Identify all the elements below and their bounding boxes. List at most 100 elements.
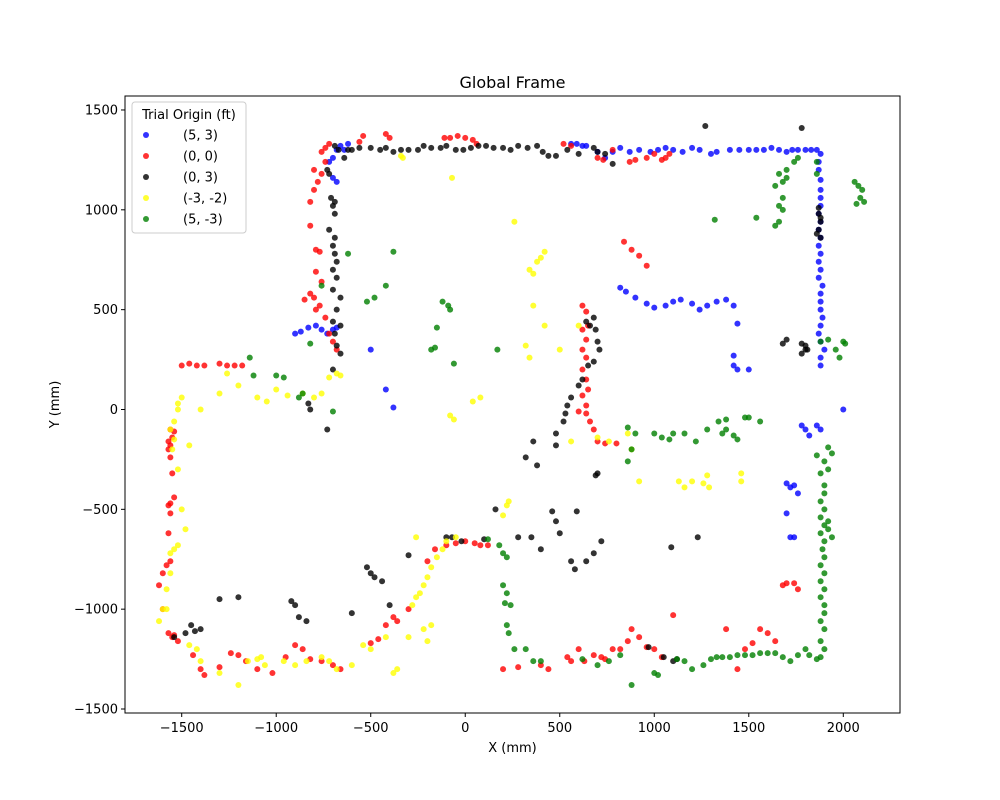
point-s4-98 bbox=[779, 194, 786, 201]
point-s1-93 bbox=[560, 140, 567, 147]
point-s3-100 bbox=[700, 480, 707, 487]
point-s3-78 bbox=[530, 302, 537, 309]
point-s0-64 bbox=[815, 258, 822, 265]
point-s0-92 bbox=[734, 320, 741, 327]
point-s1-37 bbox=[254, 666, 261, 673]
point-s3-3 bbox=[171, 418, 178, 425]
point-s3-93 bbox=[605, 438, 612, 445]
point-s2-62 bbox=[779, 340, 786, 347]
point-s4-81 bbox=[821, 506, 828, 513]
point-s4-20 bbox=[450, 360, 457, 367]
legend-marker-2 bbox=[143, 174, 149, 180]
point-s4-34 bbox=[530, 658, 537, 665]
point-s1-32 bbox=[201, 672, 208, 679]
point-s4-97 bbox=[776, 202, 783, 209]
point-s1-23 bbox=[159, 570, 166, 577]
x-axis-label: X (mm) bbox=[488, 741, 537, 756]
point-s4-133 bbox=[730, 432, 737, 439]
point-s1-132 bbox=[617, 646, 624, 653]
point-s1-110 bbox=[579, 346, 586, 353]
point-s4-87 bbox=[821, 458, 828, 465]
point-s3-36 bbox=[216, 670, 223, 677]
point-s4-25 bbox=[503, 554, 510, 561]
point-s0-90 bbox=[723, 296, 730, 303]
point-s4-111 bbox=[855, 182, 862, 189]
point-s0-1 bbox=[297, 328, 304, 335]
point-s4-65 bbox=[817, 638, 824, 645]
point-s1-115 bbox=[579, 392, 586, 399]
point-s4-139 bbox=[624, 458, 631, 465]
point-s3-49 bbox=[360, 642, 367, 649]
point-s1-75 bbox=[312, 306, 319, 313]
point-s4-57 bbox=[779, 654, 786, 661]
point-s0-88 bbox=[704, 302, 711, 309]
point-s2-53 bbox=[329, 318, 336, 325]
point-s4-126 bbox=[666, 436, 673, 443]
point-s1-148 bbox=[783, 580, 790, 587]
point-s1-53 bbox=[432, 546, 438, 553]
point-s4-136 bbox=[715, 418, 722, 425]
point-s0-36 bbox=[707, 150, 714, 157]
point-s3-6 bbox=[169, 446, 176, 453]
point-s3-64 bbox=[452, 534, 459, 541]
point-s2-130 bbox=[171, 634, 178, 641]
point-s4-116 bbox=[817, 338, 824, 345]
point-s0-26 bbox=[617, 144, 624, 151]
point-s4-51 bbox=[734, 652, 741, 659]
point-s3-73 bbox=[526, 266, 533, 273]
point-s2-114 bbox=[379, 578, 386, 585]
point-s4-68 bbox=[821, 610, 828, 617]
point-s0-79 bbox=[622, 288, 629, 295]
point-s1-96 bbox=[600, 156, 607, 163]
point-s3-1 bbox=[178, 394, 185, 401]
point-s0-32 bbox=[670, 146, 677, 153]
point-s1-146 bbox=[772, 638, 779, 645]
point-s4-95 bbox=[776, 218, 783, 225]
point-s0-78 bbox=[617, 284, 624, 291]
point-s0-85 bbox=[677, 296, 684, 303]
point-s0-2 bbox=[305, 324, 312, 331]
point-s4-4 bbox=[295, 394, 302, 401]
point-s0-99 bbox=[806, 432, 813, 439]
point-s2-41 bbox=[329, 202, 336, 209]
point-s0-62 bbox=[815, 242, 822, 249]
point-s0-41 bbox=[753, 146, 760, 153]
point-s1-149 bbox=[791, 580, 798, 587]
point-s2-57 bbox=[337, 350, 344, 357]
point-s4-105 bbox=[794, 154, 801, 161]
point-s2-107 bbox=[515, 534, 522, 541]
point-s4-114 bbox=[853, 200, 860, 207]
point-s2-42 bbox=[331, 210, 338, 217]
legend-label-2: (0, 3) bbox=[183, 171, 218, 186]
point-s3-65 bbox=[413, 534, 420, 541]
point-s2-22 bbox=[490, 144, 497, 151]
point-s0-66 bbox=[815, 274, 822, 281]
point-s0-40 bbox=[745, 146, 752, 153]
point-s0-54 bbox=[817, 176, 824, 183]
point-s4-74 bbox=[817, 562, 824, 569]
point-s2-133 bbox=[573, 508, 580, 515]
point-s4-83 bbox=[821, 490, 828, 497]
point-s2-134 bbox=[694, 534, 701, 541]
point-s3-55 bbox=[409, 602, 416, 609]
point-s1-71 bbox=[316, 248, 323, 255]
point-s0-95 bbox=[734, 366, 741, 373]
point-s3-53 bbox=[394, 666, 401, 673]
point-s1-6 bbox=[171, 494, 178, 501]
point-s0-35 bbox=[696, 146, 703, 153]
point-s2-68 bbox=[804, 346, 811, 353]
point-s1-112 bbox=[579, 366, 586, 373]
point-s0-77 bbox=[817, 362, 824, 369]
point-s1-117 bbox=[575, 408, 582, 415]
point-s3-4 bbox=[167, 426, 174, 433]
point-s1-62 bbox=[314, 178, 321, 185]
point-s2-56 bbox=[333, 342, 340, 349]
point-s2-25 bbox=[515, 142, 522, 149]
point-s2-115 bbox=[371, 574, 378, 581]
point-s2-61 bbox=[324, 426, 331, 433]
point-s2-9 bbox=[390, 148, 397, 155]
point-s2-59 bbox=[305, 400, 312, 407]
point-s4-86 bbox=[825, 466, 832, 473]
point-s2-6 bbox=[367, 144, 374, 151]
point-s2-8 bbox=[382, 144, 389, 151]
